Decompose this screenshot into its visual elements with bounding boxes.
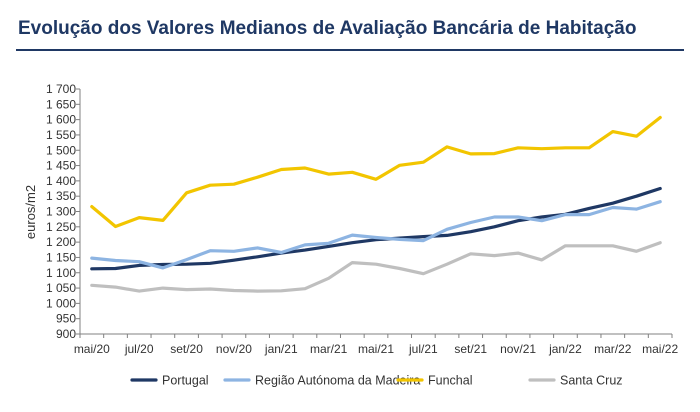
x-tick-label: nov/21 <box>500 342 536 356</box>
x-tick-label: mai/22 <box>642 342 678 356</box>
y-tick-label: 1 050 <box>46 281 76 295</box>
x-tick-label: jan/22 <box>548 342 582 356</box>
x-tick-label: jul/21 <box>408 342 438 356</box>
series-line-funchal <box>90 115 662 229</box>
y-tick-label: 1 000 <box>46 296 76 310</box>
series-line-portugal <box>90 186 662 271</box>
y-tick-label: 1 400 <box>46 174 76 188</box>
y-tick-label: 1 500 <box>46 143 76 157</box>
title-underline <box>16 49 684 51</box>
x-tick-label: mai/21 <box>358 342 394 356</box>
legend: Portugal Região Autónoma da Madeira Funcha… <box>130 374 623 388</box>
y-tick-label: 950 <box>56 312 76 326</box>
y-tick-label: 1 200 <box>46 235 76 249</box>
y-axis-label: euros/m2 <box>23 185 38 239</box>
series-lines <box>90 115 662 293</box>
legend-label-santa-cruz: Santa Cruz <box>560 374 623 388</box>
legend-label-regiao-autonoma-da-madeira: Região Autónoma da Madeira <box>255 374 420 388</box>
x-tick-labels: mai/20 jul/20 set/20 nov/20 jan/21 mar/21 mai/… <box>74 334 678 356</box>
y-tick-label: 1 300 <box>46 205 76 219</box>
y-tick-label: 1 650 <box>46 97 76 111</box>
y-tick-label: 1 450 <box>46 159 76 173</box>
legend-label-funchal: Funchal <box>428 374 472 388</box>
y-tick-label: 1 600 <box>46 113 76 127</box>
legend-label-portugal: Portugal <box>162 374 209 388</box>
x-tick-label: mar/21 <box>310 342 348 356</box>
x-tick-label: jan/21 <box>264 342 298 356</box>
x-tick-label: set/21 <box>454 342 487 356</box>
y-tick-label: 900 <box>56 327 76 341</box>
x-tick-label: nov/20 <box>216 342 252 356</box>
x-tick-label: jul/20 <box>124 342 154 356</box>
x-tick-label: mar/22 <box>594 342 632 356</box>
series-line-santa-cruz <box>90 241 662 293</box>
y-tick-label: 1 550 <box>46 128 76 142</box>
chart-title: Evolução dos Valores Medianos de Avaliaç… <box>18 18 637 39</box>
series-line-regiao-autonoma-da-madeira <box>90 200 662 270</box>
y-tick-label: 1 700 <box>46 82 76 96</box>
y-tick-label: 1 100 <box>46 266 76 280</box>
y-tick-label: 1 350 <box>46 189 76 203</box>
y-tick-label: 1 150 <box>46 250 76 264</box>
y-tick-label: 1 250 <box>46 220 76 234</box>
x-tick-label: set/20 <box>170 342 203 356</box>
x-tick-label: mai/20 <box>74 342 110 356</box>
